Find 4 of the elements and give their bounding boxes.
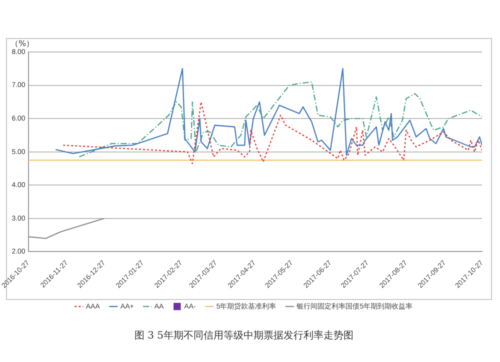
line-series — [62, 101, 482, 164]
line-series — [78, 81, 482, 158]
y-axis-title: （%） — [10, 39, 34, 48]
text: 图 3 5年期不同信用等级中期票据发行利率走势图 — [134, 330, 354, 342]
